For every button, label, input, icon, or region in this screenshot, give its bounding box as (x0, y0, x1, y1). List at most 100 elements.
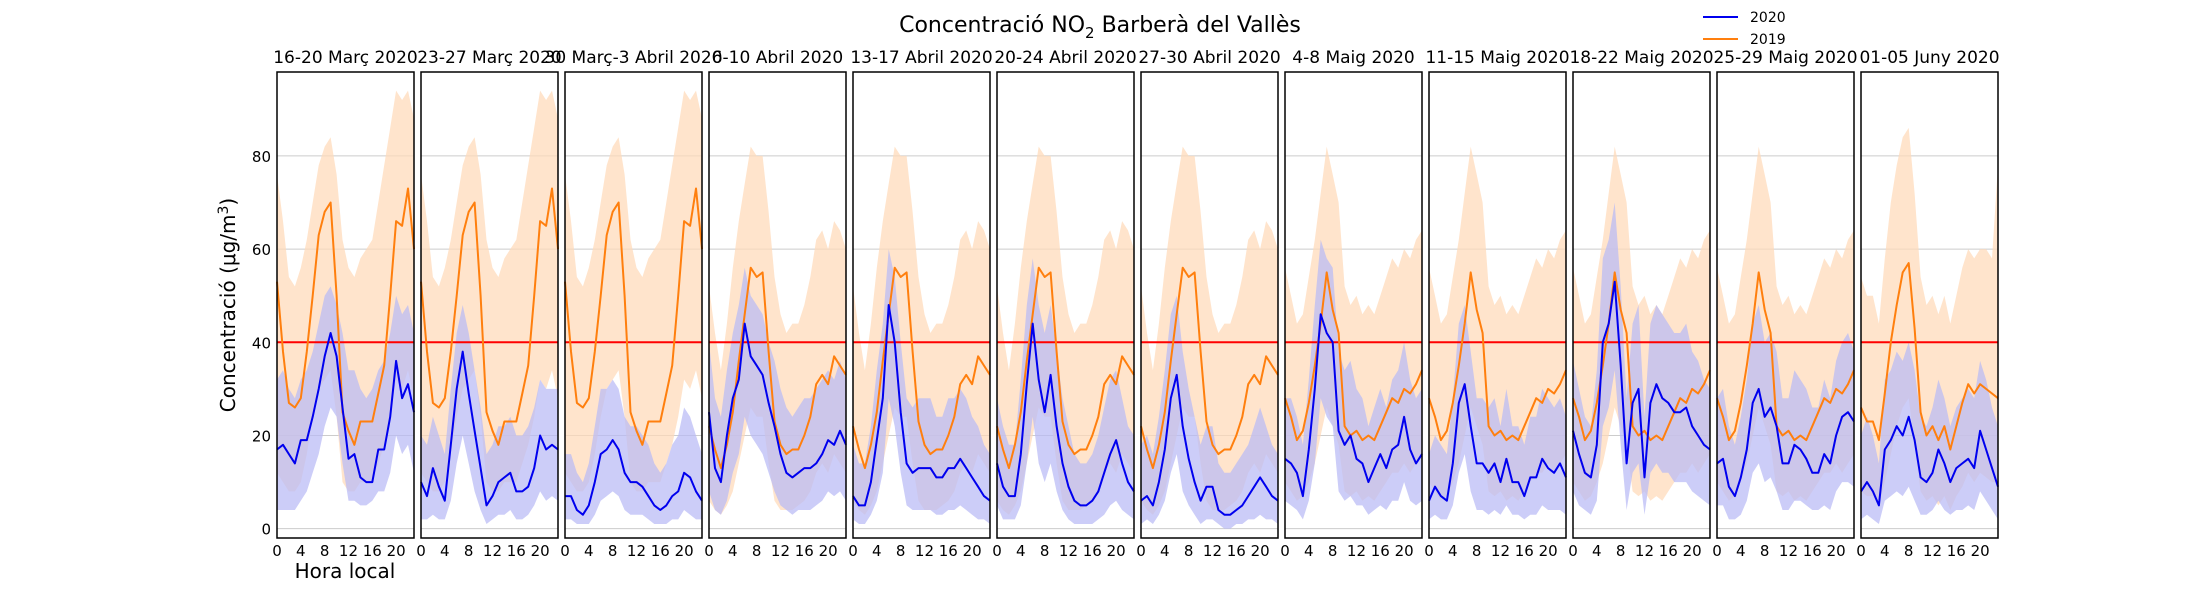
panel-title: 23-27 Març 2020 (417, 48, 562, 68)
panel-frame (1860, 71, 1999, 539)
panel-8: 11-15 Maig 2020 0 4 8 12 16 20 (1424, 48, 1569, 560)
x-tick-label: 12 (1491, 542, 1510, 560)
panel-frame (276, 71, 415, 539)
x-tick-label: 12 (1779, 542, 1798, 560)
x-tick-label: 8 (1472, 542, 1482, 560)
series-line-2019 (708, 266, 847, 470)
series-line-2020 (420, 350, 559, 507)
panel-title: 30 Març-3 Abril 2020 (545, 48, 723, 68)
panel-9: 18-22 Maig 2020 0 4 8 12 16 20 (1568, 48, 1713, 560)
panel-frame (420, 71, 559, 539)
x-tick-label: 4 (872, 542, 882, 560)
x-tick-label: 0 (560, 542, 570, 560)
band-2020 (1285, 239, 1422, 520)
x-tick-label: 20 (1395, 542, 1414, 560)
x-tick-label: 16 (507, 542, 526, 560)
panel-title: 6-10 Abril 2020 (712, 48, 844, 68)
x-tick-label: 20 (1539, 542, 1558, 560)
series-line-2019 (852, 266, 991, 470)
x-tick-label: 0 (272, 542, 282, 560)
x-tick-label: 20 (963, 542, 982, 560)
band-2020 (277, 286, 414, 510)
series-line-2020 (1860, 415, 1999, 507)
band-2020 (565, 379, 702, 524)
series-line-2020 (1140, 373, 1279, 516)
x-tick-label: 20 (1971, 542, 1990, 560)
y-tick-label: 60 (252, 241, 271, 259)
panel-title: 4-8 Maig 2020 (1292, 48, 1414, 68)
x-tick-label: 0 (1712, 542, 1722, 560)
x-tick-label: 8 (1616, 542, 1626, 560)
panel-1: 23-27 Març 2020 0 4 8 12 16 20 (416, 48, 562, 560)
x-tick-label: 16 (1083, 542, 1102, 560)
x-tick-label: 16 (1659, 542, 1678, 560)
x-tick-label: 8 (1184, 542, 1194, 560)
series-line-2020 (1428, 383, 1567, 502)
x-tick-label: 8 (1904, 542, 1914, 560)
x-tick-label: 16 (795, 542, 814, 560)
x-tick-label: 0 (848, 542, 858, 560)
panel-frame (1428, 71, 1567, 539)
x-tick-label: 0 (992, 542, 1002, 560)
series-line-2019 (420, 187, 559, 446)
x-tick-label: 8 (1040, 542, 1050, 560)
y-tick-label: 80 (252, 148, 271, 166)
x-tick-label: 8 (896, 542, 906, 560)
x-tick-label: 0 (704, 542, 714, 560)
band-2020 (1861, 342, 1998, 524)
x-tick-label: 4 (1016, 542, 1026, 560)
x-tick-label: 20 (1683, 542, 1702, 560)
panel-11: 01-05 Juny 2020 0 4 8 12 16 20 (1856, 48, 1999, 560)
x-tick-label: 20 (1251, 542, 1270, 560)
x-tick-label: 0 (1424, 542, 1434, 560)
x-tick-label: 4 (1592, 542, 1602, 560)
series-line-2019 (1428, 271, 1567, 442)
x-tick-label: 8 (608, 542, 618, 560)
series-line-2019 (1284, 271, 1423, 442)
panel-frame (564, 71, 703, 539)
series-line-2019 (1716, 271, 1855, 442)
panel-title: 20-24 Abril 2020 (994, 48, 1136, 68)
panel-title: 01-05 Juny 2020 (1859, 48, 1999, 68)
x-tick-label: 16 (1515, 542, 1534, 560)
panel-frame (852, 71, 991, 539)
x-tick-label: 8 (1760, 542, 1770, 560)
x-tick-label: 12 (1347, 542, 1366, 560)
panel-frame (1284, 71, 1423, 539)
series-line-2020 (276, 332, 415, 484)
series-line-2020 (708, 322, 847, 484)
legend-label-2019: 2019 (1750, 32, 1786, 48)
panel-title: 13-17 Abril 2020 (850, 48, 992, 68)
x-tick-label: 20 (675, 542, 694, 560)
panel-title: 27-30 Abril 2020 (1138, 48, 1280, 68)
y-tick-label: 20 (252, 427, 271, 445)
series-line-2020 (1716, 387, 1855, 498)
panel-10: 25-29 Maig 2020 0 4 8 12 16 20 (1712, 48, 1857, 560)
panel-title: 18-22 Maig 2020 (1569, 48, 1713, 68)
x-tick-label: 4 (728, 542, 738, 560)
x-tick-label: 0 (1856, 542, 1866, 560)
x-tick-label: 4 (440, 542, 450, 560)
x-tick-label: 12 (1923, 542, 1942, 560)
series-line-2020 (565, 439, 703, 516)
x-tick-label: 12 (771, 542, 790, 560)
panel-frame (996, 71, 1135, 539)
x-tick-label: 12 (339, 542, 358, 560)
panel-7: 4-8 Maig 2020 0 4 8 12 16 20 (1280, 48, 1423, 560)
panel-6: 27-30 Abril 2020 0 4 8 12 16 20 (1136, 48, 1280, 560)
panel-frame (708, 71, 847, 539)
x-tick-label: 4 (1736, 542, 1746, 560)
band-2020 (1573, 202, 1710, 515)
x-tick-label: 20 (819, 542, 838, 560)
legend-label-2020: 2020 (1750, 10, 1786, 26)
x-tick-label: 4 (1304, 542, 1314, 560)
x-tick-label: 16 (651, 542, 670, 560)
y-tick-label: 40 (252, 334, 271, 352)
series-line-2019 (1140, 266, 1279, 470)
x-tick-label: 0 (416, 542, 426, 560)
x-tick-label: 16 (939, 542, 958, 560)
x-tick-label: 0 (1568, 542, 1578, 560)
x-tick-label: 12 (483, 542, 502, 560)
